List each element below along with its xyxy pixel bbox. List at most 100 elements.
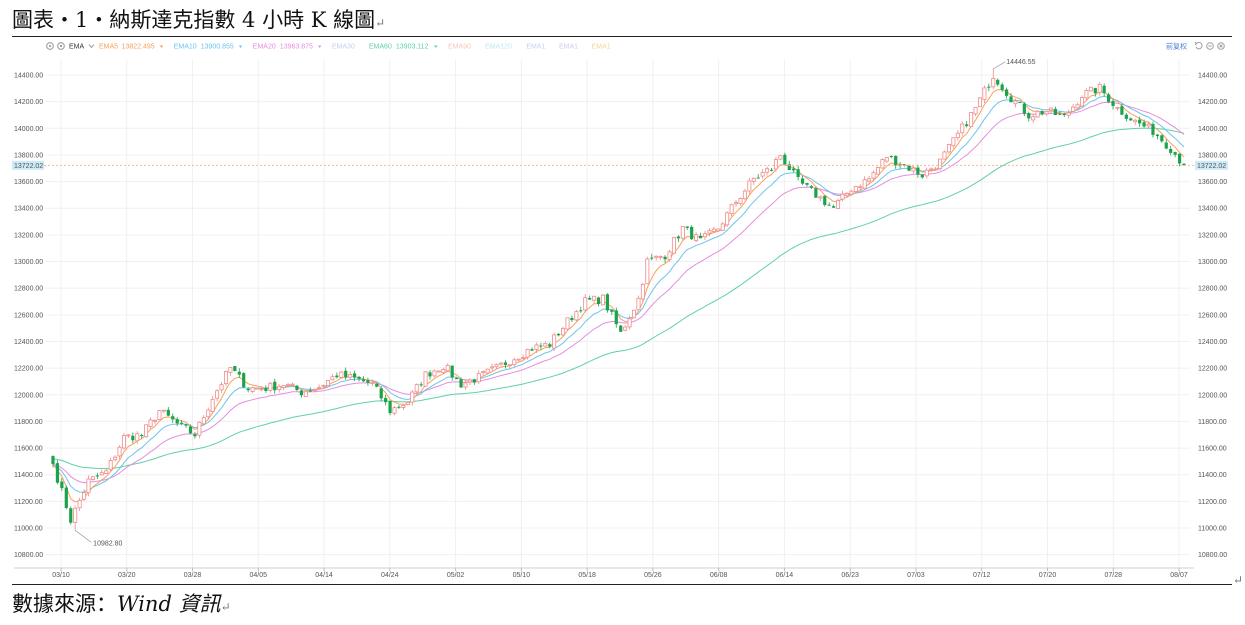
candle-up[interactable] bbox=[104, 470, 109, 474]
candle-down[interactable] bbox=[650, 257, 654, 259]
candle-up[interactable] bbox=[742, 190, 747, 200]
candle-up[interactable] bbox=[507, 364, 512, 367]
candle-up[interactable] bbox=[884, 157, 889, 162]
candle-up[interactable] bbox=[445, 365, 450, 372]
candle-up[interactable] bbox=[516, 358, 521, 361]
candle-up[interactable] bbox=[215, 390, 220, 399]
candle-down[interactable] bbox=[353, 373, 357, 378]
candle-down[interactable] bbox=[889, 155, 893, 157]
candle-down[interactable] bbox=[419, 384, 423, 386]
candle-up[interactable] bbox=[1115, 106, 1120, 109]
candle-up[interactable] bbox=[561, 327, 566, 336]
candle-up[interactable] bbox=[911, 167, 916, 172]
candle-up[interactable] bbox=[818, 196, 823, 199]
candle-down[interactable] bbox=[1169, 149, 1173, 153]
legend-name[interactable]: EMA1 bbox=[526, 44, 545, 51]
candle-up[interactable] bbox=[250, 387, 255, 392]
candle-up[interactable] bbox=[951, 137, 956, 147]
candle-down[interactable] bbox=[1093, 88, 1097, 94]
candle-up[interactable] bbox=[392, 407, 397, 414]
candle-up[interactable] bbox=[521, 357, 526, 359]
candle-up[interactable] bbox=[853, 186, 858, 192]
undo-icon[interactable] bbox=[1194, 41, 1203, 50]
candlestick-chart[interactable]: EMA EMA5 13822.495 EMA10 13900.855 EMA20 1396… bbox=[12, 37, 1232, 584]
candle-down[interactable] bbox=[916, 167, 920, 175]
candle-down[interactable] bbox=[570, 318, 574, 321]
candle-down[interactable] bbox=[596, 297, 601, 304]
candle-down[interactable] bbox=[610, 309, 614, 312]
candle-down[interactable] bbox=[1138, 119, 1142, 124]
candle-down[interactable] bbox=[375, 383, 379, 387]
candle-down[interactable] bbox=[397, 406, 401, 408]
candle-down[interactable] bbox=[588, 297, 592, 300]
candle-up[interactable] bbox=[1031, 116, 1036, 121]
candle-down[interactable] bbox=[1111, 100, 1115, 107]
candle-down[interactable] bbox=[805, 183, 809, 185]
candle-up[interactable] bbox=[339, 371, 344, 378]
candle-up[interactable] bbox=[432, 370, 437, 377]
candle-down[interactable] bbox=[180, 422, 184, 424]
candle-up[interactable] bbox=[623, 326, 628, 331]
candle-down[interactable] bbox=[1142, 122, 1146, 127]
candle-down[interactable] bbox=[1177, 153, 1182, 164]
candle-up[interactable] bbox=[836, 200, 841, 209]
candle-up[interactable] bbox=[1084, 90, 1089, 99]
candle-down[interactable] bbox=[783, 154, 787, 165]
candle-up[interactable] bbox=[871, 172, 876, 179]
candle-down[interactable] bbox=[1120, 106, 1124, 115]
candle-up[interactable] bbox=[303, 391, 308, 397]
candle-down[interactable] bbox=[140, 434, 144, 436]
candle-up[interactable] bbox=[778, 155, 783, 160]
candle-down[interactable] bbox=[685, 226, 689, 228]
candle-up[interactable] bbox=[711, 228, 716, 232]
candle-down[interactable] bbox=[184, 424, 188, 426]
candle-down[interactable] bbox=[188, 426, 193, 434]
candle-up[interactable] bbox=[135, 433, 140, 442]
candle-down[interactable] bbox=[809, 186, 814, 188]
candle-up[interactable] bbox=[255, 387, 260, 390]
candle-down[interactable] bbox=[1160, 135, 1164, 142]
candle-up[interactable] bbox=[667, 251, 672, 260]
candle-down[interactable] bbox=[472, 379, 476, 383]
candle-up[interactable] bbox=[410, 391, 415, 403]
candle-up[interactable] bbox=[654, 255, 659, 258]
candle-down[interactable] bbox=[361, 379, 366, 382]
candle-up[interactable] bbox=[485, 368, 490, 374]
candle-down[interactable] bbox=[756, 177, 760, 179]
candle-up[interactable] bbox=[148, 419, 153, 427]
candle-up[interactable] bbox=[1013, 100, 1018, 105]
candle-down[interactable] bbox=[1182, 163, 1186, 166]
candle-down[interactable] bbox=[384, 397, 388, 403]
candle-up[interactable] bbox=[924, 169, 929, 177]
candle-up[interactable] bbox=[658, 256, 663, 258]
candle-down[interactable] bbox=[996, 79, 1000, 85]
candle-down[interactable] bbox=[663, 256, 667, 260]
legend-caret-icon[interactable] bbox=[317, 45, 322, 49]
candle-up[interactable] bbox=[1079, 97, 1084, 107]
candle-up[interactable] bbox=[370, 381, 375, 384]
candle-down[interactable] bbox=[827, 204, 831, 206]
legend-name[interactable]: EMA120 bbox=[485, 44, 512, 51]
candle-up[interactable] bbox=[977, 97, 982, 108]
candle-up[interactable] bbox=[206, 409, 211, 418]
candle-down[interactable] bbox=[233, 366, 237, 371]
candle-down[interactable] bbox=[557, 333, 561, 336]
candle-up[interactable] bbox=[960, 123, 965, 134]
candle-up[interactable] bbox=[929, 168, 934, 171]
candle-up[interactable] bbox=[729, 204, 734, 215]
candle-up[interactable] bbox=[268, 382, 273, 391]
candle-down[interactable] bbox=[60, 481, 64, 489]
candle-up[interactable] bbox=[875, 167, 880, 175]
candle-up[interactable] bbox=[671, 237, 676, 254]
candle-up[interactable] bbox=[436, 370, 441, 373]
candle-down[interactable] bbox=[698, 235, 703, 239]
candle-up[interactable] bbox=[734, 202, 739, 205]
candle-down[interactable] bbox=[1022, 103, 1026, 114]
candle-up[interactable] bbox=[441, 369, 446, 373]
candle-down[interactable] bbox=[131, 435, 135, 441]
candle-up[interactable] bbox=[312, 388, 317, 391]
candle-down[interactable] bbox=[237, 371, 241, 375]
candle-up[interactable] bbox=[942, 151, 947, 160]
candle-down[interactable] bbox=[987, 86, 991, 88]
candle-down[interactable] bbox=[335, 375, 339, 378]
